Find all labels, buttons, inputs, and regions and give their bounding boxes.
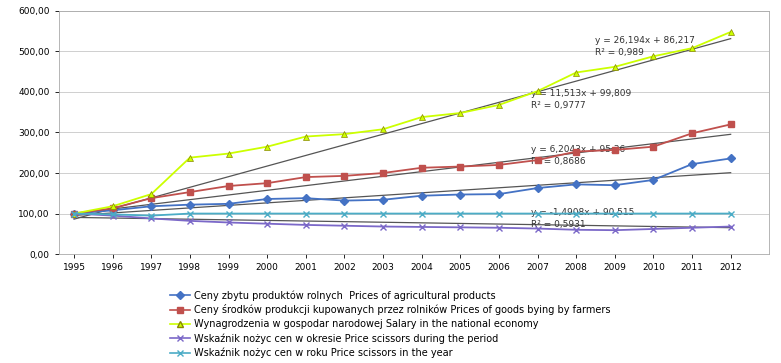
Text: y = 11,513x + 99,809
R² = 0,9777: y = 11,513x + 99,809 R² = 0,9777: [531, 89, 632, 110]
Text: y = 6,2043x + 95,36
R² = 0,8686: y = 6,2043x + 95,36 R² = 0,8686: [531, 145, 626, 166]
Text: y = -1,4908x + 90,515
R² = 0,5931: y = -1,4908x + 90,515 R² = 0,5931: [531, 208, 635, 229]
Text: y = 26,194x + 86,217
R² = 0,989: y = 26,194x + 86,217 R² = 0,989: [595, 36, 695, 57]
Legend: Ceny zbytu produktów rolnych  Prices of agricultural products, Ceny środków prod: Ceny zbytu produktów rolnych Prices of a…: [170, 290, 611, 358]
